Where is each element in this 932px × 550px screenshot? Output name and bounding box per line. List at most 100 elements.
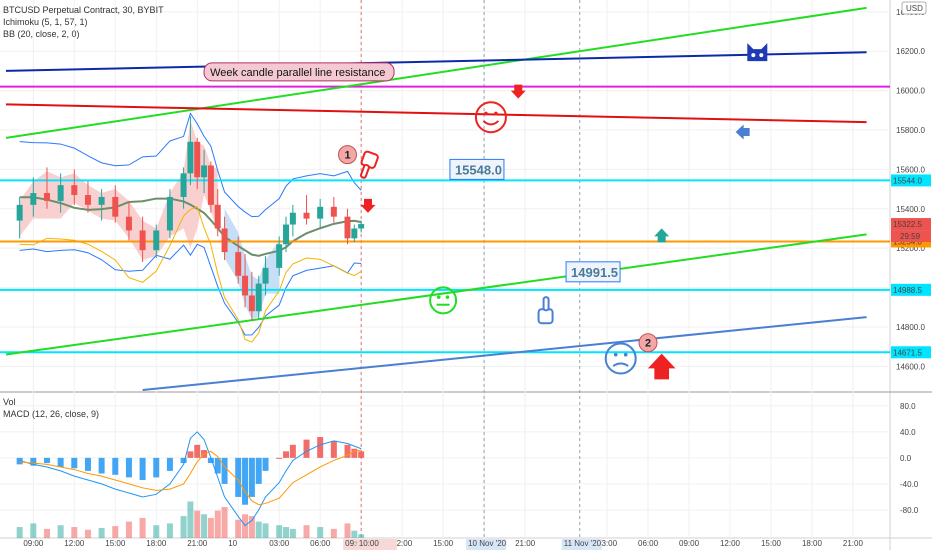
time-highlight-red[interactable] <box>356 539 397 550</box>
volume-bar[interactable] <box>262 523 269 538</box>
candle-body[interactable] <box>221 228 228 253</box>
trend-line-steelblue[interactable] <box>142 316 867 391</box>
vol-legend[interactable]: Vol <box>3 397 16 407</box>
volume-bar[interactable] <box>84 529 91 538</box>
arrow-down-icon[interactable] <box>360 198 376 213</box>
macd-hist-bar[interactable] <box>71 457 78 469</box>
volume-bar[interactable] <box>289 528 296 538</box>
cat-icon[interactable] <box>747 43 768 62</box>
volume-bar[interactable] <box>276 525 283 538</box>
candle-body[interactable] <box>214 204 221 229</box>
macd-hist-bar[interactable] <box>166 457 173 471</box>
volume-bar[interactable] <box>283 527 290 538</box>
macd-hist-bar[interactable] <box>351 448 358 458</box>
candle-body[interactable] <box>242 275 249 296</box>
sad-face-icon[interactable] <box>604 342 637 375</box>
banner-box[interactable] <box>203 62 395 82</box>
volume-bar[interactable] <box>351 530 358 538</box>
hand-pointer-red-icon[interactable] <box>357 150 379 180</box>
macd-hist-bar[interactable] <box>98 457 105 474</box>
macd-hist-bar[interactable] <box>303 439 310 458</box>
macd-hist-bar[interactable] <box>214 457 221 474</box>
arrow-up-icon[interactable] <box>654 228 670 243</box>
volume-bar[interactable] <box>153 525 160 538</box>
candle-body[interactable] <box>262 267 269 284</box>
volume-bar[interactable] <box>235 519 242 538</box>
candle-body[interactable] <box>317 206 324 219</box>
bb-legend[interactable]: BB (20, close, 2, 0) <box>3 29 80 39</box>
price-tag-cyan[interactable] <box>891 174 931 187</box>
macd-signal-line[interactable] <box>19 449 362 506</box>
hand-pointer-blue-icon[interactable] <box>537 296 554 325</box>
candle-body[interactable] <box>84 195 91 205</box>
volume-bar[interactable] <box>207 517 214 538</box>
macd-hist-bar[interactable] <box>112 457 119 475</box>
candle-body[interactable] <box>289 212 296 225</box>
macd-hist-bar[interactable] <box>125 457 132 478</box>
macd-hist-bar[interactable] <box>330 440 337 458</box>
macd-legend[interactable]: MACD (12, 26, close, 9) <box>3 409 100 419</box>
price-tag-red[interactable] <box>891 218 931 231</box>
ichimoku-legend[interactable]: Ichimoku (5, 1, 57, 1) <box>3 17 88 27</box>
trend-line-green[interactable] <box>5 233 867 356</box>
candle-body[interactable] <box>43 193 50 201</box>
time-highlight-blue[interactable] <box>561 539 602 550</box>
candle-body[interactable] <box>98 196 105 205</box>
candle-body[interactable] <box>71 185 78 195</box>
candle-body[interactable] <box>330 206 337 217</box>
candle-body[interactable] <box>235 252 242 276</box>
macd-hist-bar[interactable] <box>180 457 187 464</box>
macd-hist-bar[interactable] <box>139 457 146 480</box>
candle-body[interactable] <box>351 228 358 239</box>
volume-bar[interactable] <box>112 526 119 538</box>
neutral-face-icon[interactable] <box>429 286 458 315</box>
volume-bar[interactable] <box>180 516 187 538</box>
candle-body[interactable] <box>194 141 201 178</box>
candle-body[interactable] <box>207 165 214 205</box>
macd-hist-bar[interactable] <box>194 444 201 458</box>
volume-bar[interactable] <box>255 521 262 538</box>
volume-bar[interactable] <box>221 506 228 538</box>
macd-hist-bar[interactable] <box>242 457 249 505</box>
candle-body[interactable] <box>180 173 187 197</box>
macd-hist-bar[interactable] <box>262 457 269 471</box>
candle-body[interactable] <box>125 216 132 231</box>
volume-bar[interactable] <box>98 527 105 538</box>
candle-body[interactable] <box>201 165 208 178</box>
currency-badge[interactable] <box>901 1 927 15</box>
volume-bar[interactable] <box>16 527 23 538</box>
candle-body[interactable] <box>358 224 365 229</box>
volume-bar[interactable] <box>344 523 351 538</box>
volume-bar[interactable] <box>358 534 365 538</box>
candle-body[interactable] <box>255 283 262 312</box>
smiley-face-icon[interactable] <box>474 101 507 134</box>
macd-hist-bar[interactable] <box>30 457 37 466</box>
candle-body[interactable] <box>112 196 119 217</box>
macd-hist-bar[interactable] <box>255 457 262 484</box>
macd-line[interactable] <box>19 431 362 527</box>
macd-hist-bar[interactable] <box>289 444 296 458</box>
macd-hist-bar[interactable] <box>207 457 214 464</box>
badge-1-circle[interactable] <box>338 145 357 165</box>
volume-bar[interactable] <box>57 525 64 538</box>
arrow-down-icon[interactable] <box>510 84 526 99</box>
callout-high-box[interactable] <box>449 158 505 180</box>
arrow-left-icon[interactable] <box>735 124 750 140</box>
candle-body[interactable] <box>344 216 351 239</box>
volume-bar[interactable] <box>330 528 337 538</box>
arrow-up-large-icon[interactable] <box>647 353 676 380</box>
badge-2-circle[interactable] <box>638 333 658 353</box>
volume-bar[interactable] <box>201 514 208 538</box>
price-tag-cyan[interactable] <box>891 283 931 296</box>
candle-body[interactable] <box>283 224 290 245</box>
candle-body[interactable] <box>303 212 310 219</box>
volume-bar[interactable] <box>214 510 221 538</box>
candle-body[interactable] <box>248 295 255 312</box>
volume-bar[interactable] <box>139 517 146 538</box>
candle-body[interactable] <box>139 230 146 251</box>
volume-bar[interactable] <box>166 523 173 538</box>
price-tag-cyan[interactable] <box>891 346 931 359</box>
macd-hist-bar[interactable] <box>57 457 64 467</box>
macd-hist-bar[interactable] <box>317 437 324 458</box>
macd-hist-bar[interactable] <box>283 451 290 458</box>
